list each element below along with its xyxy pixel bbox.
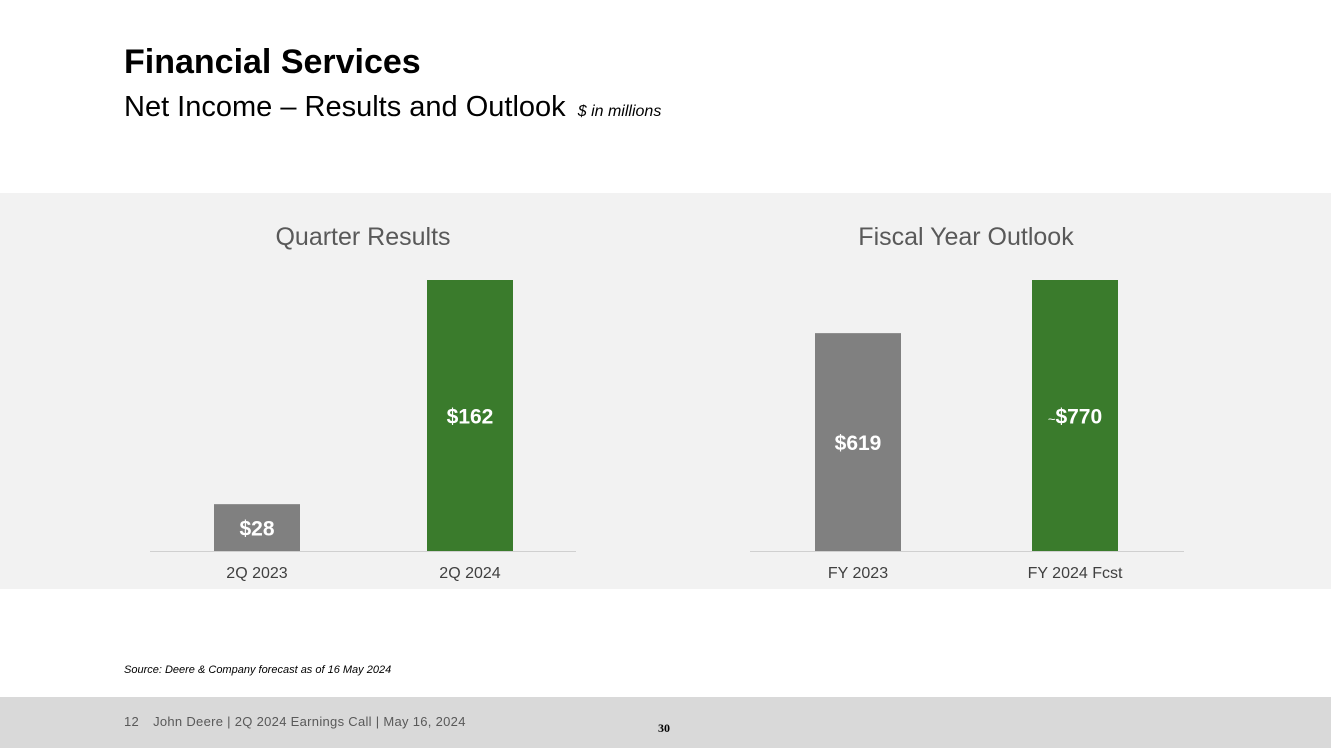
data-label-1-1: ~$770 [1048, 406, 1102, 429]
chart-title-fiscal-year: Fiscal Year Outlook [858, 223, 1074, 251]
data-label-0-1: $162 [447, 406, 494, 429]
footer-bar: 12 John Deere | 2Q 2024 Earnings Call | M… [0, 697, 1331, 748]
page-subtitle: Net Income – Results and Outlook $ in mi… [124, 91, 662, 124]
units-note: $ in millions [577, 103, 662, 120]
bar-charts: $28 2Q 2023 $162 2Q 2024 $619 FY 2023 ~$770 FY … [150, 280, 1184, 582]
chart-title-quarter: Quarter Results [275, 223, 451, 251]
footer-caption: John Deere | 2Q 2024 Earnings Call | May… [153, 714, 466, 729]
footer-text: 12 John Deere | 2Q 2024 Earnings Call | M… [124, 714, 466, 729]
category-label-0-0: 2Q 2023 [226, 565, 287, 582]
category-label-1-1: FY 2024 Fcst [1028, 565, 1123, 582]
subtitle-text: Net Income – Results and Outlook [124, 91, 566, 123]
source-note: Source: Deere & Company forecast as of 1… [124, 664, 392, 676]
category-label-0-1: 2Q 2024 [439, 565, 500, 582]
page-title: Financial Services [124, 43, 421, 81]
page-number: 30 [658, 721, 670, 735]
category-label-1-0: FY 2023 [828, 565, 888, 582]
bar-0-0 [214, 504, 300, 551]
data-label-0-0: $28 [239, 518, 274, 541]
bar-0-1 [427, 280, 513, 551]
bar-1-1 [1032, 280, 1118, 551]
data-label-1-0: $619 [835, 432, 882, 455]
slide-number: 12 [124, 714, 140, 729]
bar-1-0 [815, 333, 901, 551]
